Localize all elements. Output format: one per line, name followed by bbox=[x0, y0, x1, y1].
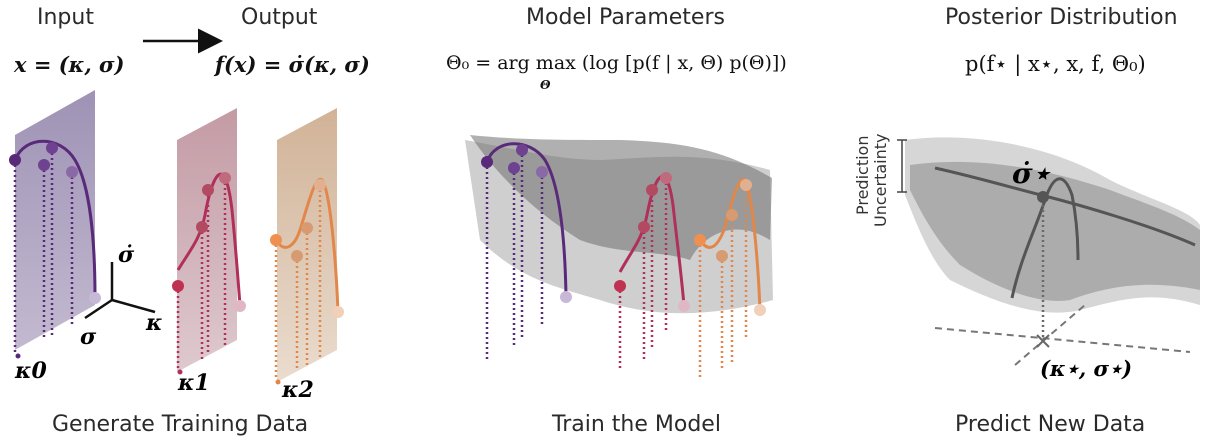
output-header: Output bbox=[241, 5, 318, 30]
query-point-label: (κ⋆, σ⋆) bbox=[1040, 356, 1132, 381]
query-kappa-line bbox=[934, 327, 1191, 353]
query-sigma-line bbox=[1014, 304, 1086, 366]
sigma-dot-axis-label: σ̇ bbox=[118, 242, 135, 268]
kappa0-plane bbox=[15, 90, 95, 350]
train-model-caption: Train the Model bbox=[552, 412, 721, 437]
params-equation: Θ₀ = arg max (log [p(f | x, Θ) p(Θ)]) bbox=[446, 52, 787, 74]
kappa2-label: κ2 bbox=[281, 377, 314, 403]
train-purple-curve bbox=[485, 142, 568, 297]
query-cross-icon bbox=[1036, 334, 1050, 348]
kappa1-label: κ1 bbox=[177, 370, 210, 396]
svg-text:Prediction: Prediction bbox=[853, 136, 872, 215]
train-purple-droplines bbox=[485, 150, 544, 360]
sigma-star-label: σ̇⋆ bbox=[1012, 157, 1052, 190]
predicted-point bbox=[1037, 191, 1049, 203]
posterior-header: Posterior Distribution bbox=[945, 5, 1178, 30]
kappa-axis-label: κ bbox=[145, 310, 163, 336]
kappa0-label: κ0 bbox=[14, 358, 47, 384]
posterior-surface-mean bbox=[910, 161, 1200, 301]
kappa0-droplines bbox=[13, 148, 74, 352]
svg-text:Uncertainty: Uncertainty bbox=[871, 134, 890, 227]
uncertainty-bracket bbox=[897, 139, 907, 193]
prediction-uncertainty-label: Prediction Uncertainty bbox=[853, 134, 890, 227]
train-points bbox=[481, 144, 766, 316]
output-equation: f(x) = σ̇(κ, σ) bbox=[215, 52, 370, 77]
predict-new-data-caption: Predict New Data bbox=[955, 412, 1146, 437]
axis-triad bbox=[84, 262, 156, 320]
kappa2-droplines bbox=[274, 185, 322, 380]
kappa1-droplines bbox=[176, 178, 227, 370]
kappa2-points bbox=[270, 179, 344, 318]
train-magenta-droplines bbox=[618, 178, 668, 370]
input-header: Input bbox=[37, 5, 94, 30]
posterior-mean-curve-sigma bbox=[1010, 177, 1080, 299]
input-equation: x = (κ, σ) bbox=[14, 52, 125, 77]
params-argmax-subscript: Θ bbox=[540, 78, 551, 92]
train-orange-curve bbox=[698, 178, 762, 311]
train-orange-droplines bbox=[698, 185, 748, 380]
model-parameters-header: Model Parameters bbox=[526, 5, 725, 30]
kappa0-points bbox=[9, 142, 101, 304]
kappa0-curve bbox=[13, 139, 97, 299]
generate-training-data-caption: Generate Training Data bbox=[52, 412, 309, 437]
sigma-axis-label: σ bbox=[80, 324, 97, 350]
posterior-equation: p(f⋆ | x⋆, x, f, Θ₀) bbox=[965, 52, 1146, 76]
gp-surface-upper bbox=[470, 135, 772, 260]
kappa1-points bbox=[172, 172, 246, 312]
